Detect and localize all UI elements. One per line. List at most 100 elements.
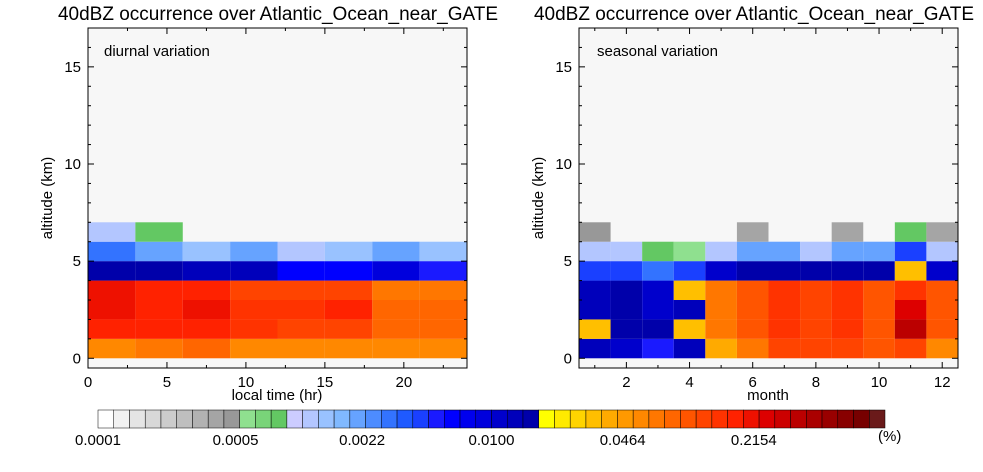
seasonal-cell-r3-c0 — [579, 280, 611, 300]
diurnal-cell-r3-c3 — [230, 280, 278, 300]
seasonal-cell-r5-c9 — [863, 241, 895, 262]
diurnal-cell-r2-c0 — [88, 300, 136, 320]
diurnal-cell-r6-c1 — [135, 222, 183, 242]
seasonal-cell-r0-c2 — [642, 338, 674, 359]
diurnal-x-tick-label: 5 — [163, 374, 171, 391]
seasonal-y-tick-label: 0 — [564, 350, 572, 367]
seasonal-x-ticks: 2 4 6 8 10 12 — [594, 28, 951, 391]
seasonal-cell-r4-c4 — [705, 261, 737, 281]
diurnal-cell-r2-c4 — [277, 300, 325, 320]
diurnal-y-tick-label: 5 — [73, 253, 81, 270]
colorbar-labels: 0.0001 0.0005 0.0022 0.0100 0.0464 0.2154 — [75, 432, 777, 449]
colorbar-swatch — [522, 409, 539, 429]
colorbar-swatch — [601, 409, 618, 429]
colorbar-swatch — [365, 409, 382, 429]
seasonal-cell-r4-c7 — [800, 261, 832, 281]
seasonal-cell-r3-c11 — [926, 280, 958, 300]
colorbar-swatch — [774, 409, 791, 429]
seasonal-cell-r5-c0 — [579, 241, 611, 262]
colorbar-tick-label: 0.0100 — [469, 432, 515, 449]
diurnal-annotation: diurnal variation — [104, 43, 210, 60]
seasonal-cell-r2-c1 — [610, 300, 643, 320]
seasonal-cell-r5-c3 — [673, 241, 706, 262]
colorbar-swatch — [192, 409, 209, 429]
colorbar-swatch — [585, 409, 602, 429]
seasonal-cell-r0-c7 — [800, 338, 832, 359]
diurnal-cells — [88, 222, 468, 359]
seasonal-cell-r0-c1 — [610, 338, 643, 359]
seasonal-cell-r1-c4 — [705, 319, 737, 339]
seasonal-cell-r0-c8 — [831, 338, 864, 359]
seasonal-cell-r0-c4 — [705, 338, 737, 359]
seasonal-cell-r0-c11 — [926, 338, 958, 359]
colorbar-swatch — [538, 409, 555, 429]
diurnal-cell-r5-c7 — [419, 241, 468, 262]
seasonal-cell-r5-c10 — [894, 241, 927, 262]
colorbar-tick-label: 0.0005 — [213, 432, 259, 449]
seasonal-cell-r1-c5 — [736, 319, 769, 339]
seasonal-cell-r2-c10 — [894, 300, 927, 320]
diurnal-cell-r4-c5 — [324, 261, 373, 281]
seasonal-y-axis-label: altitude (km) — [530, 157, 547, 240]
diurnal-cell-r3-c1 — [135, 280, 183, 300]
colorbar-swatch — [491, 409, 508, 429]
seasonal-cell-r1-c0 — [579, 319, 611, 339]
seasonal-cell-r6-c0 — [579, 222, 611, 242]
seasonal-x-tick-label: 2 — [622, 374, 630, 391]
seasonal-cell-r1-c10 — [894, 319, 927, 339]
colorbar-swatch — [207, 409, 225, 429]
diurnal-cell-r1-c3 — [230, 319, 278, 339]
seasonal-cell-r2-c8 — [831, 300, 864, 320]
diurnal-y-ticks: 0 5 10 15 — [64, 27, 467, 367]
colorbar-swatch — [302, 409, 319, 429]
seasonal-cell-r4-c5 — [736, 261, 769, 281]
colorbar-swatch — [821, 409, 839, 429]
diurnal-y-tick-label: 15 — [64, 59, 81, 76]
diurnal-x-tick-label: 10 — [238, 374, 255, 391]
colorbar-swatch — [239, 409, 256, 429]
seasonal-cell-r6-c8 — [831, 222, 864, 242]
diurnal-cell-r1-c4 — [277, 319, 325, 339]
seasonal-cell-r2-c7 — [800, 300, 832, 320]
diurnal-cell-r3-c5 — [324, 280, 373, 300]
seasonal-cell-r6-c11 — [926, 222, 958, 242]
seasonal-x-tick-label: 6 — [749, 374, 757, 391]
diurnal-cell-r0-c0 — [88, 338, 136, 359]
seasonal-cell-r1-c8 — [831, 319, 864, 339]
seasonal-cell-r2-c4 — [705, 300, 737, 320]
seasonal-cell-r2-c3 — [673, 300, 706, 320]
seasonal-cell-r0-c5 — [736, 338, 769, 359]
colorbar-swatch — [396, 409, 414, 429]
diurnal-cell-r0-c3 — [230, 338, 278, 359]
diurnal-cell-r5-c3 — [230, 241, 278, 262]
colorbar-tick-label: 0.0022 — [339, 432, 385, 449]
diurnal-cell-r0-c7 — [419, 338, 468, 359]
diurnal-cell-r4-c7 — [419, 261, 468, 281]
diurnal-title: 40dBZ occurrence over Atlantic_Ocean_nea… — [58, 4, 498, 25]
colorbar-swatch — [412, 409, 429, 429]
seasonal-cell-r4-c9 — [863, 261, 895, 281]
seasonal-cell-r4-c2 — [642, 261, 674, 281]
seasonal-cell-r1-c9 — [863, 319, 895, 339]
colorbar-swatch — [129, 409, 146, 429]
colorbar-swatch — [680, 409, 697, 429]
diurnal-x-tick-label: 0 — [84, 374, 92, 391]
seasonal-cell-r3-c5 — [736, 280, 769, 300]
diurnal-cell-r3-c4 — [277, 280, 325, 300]
seasonal-cell-r5-c8 — [831, 241, 864, 262]
seasonal-cell-r1-c7 — [800, 319, 832, 339]
seasonal-y-tick-label: 10 — [555, 156, 572, 173]
diurnal-cell-r1-c1 — [135, 319, 183, 339]
diurnal-x-tick-label: 15 — [317, 374, 334, 391]
diurnal-cell-r5-c0 — [88, 241, 136, 262]
diurnal-frame — [87, 27, 468, 369]
diurnal-cell-r1-c6 — [372, 319, 420, 339]
colorbar-swatch — [554, 409, 571, 429]
diurnal-cell-r0-c2 — [182, 338, 231, 359]
colorbar-swatch — [318, 409, 335, 429]
seasonal-cell-r3-c9 — [863, 280, 895, 300]
seasonal-cell-r1-c3 — [673, 319, 706, 339]
colorbar-swatch — [223, 409, 240, 429]
colorbar-swatch — [743, 409, 760, 429]
